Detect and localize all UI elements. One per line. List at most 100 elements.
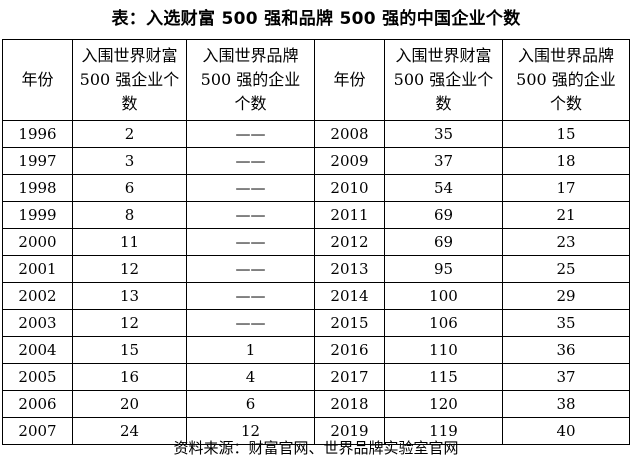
header-fortune-left: 入围世界财富 500 强企业个数	[72, 39, 187, 121]
table-body: 1996 2 —— 2008 35 15 1997 3 —— 2009 37 18 1998 6 —— 201…	[2, 120, 630, 445]
cell-year: 2001	[2, 255, 73, 283]
cell-year: 2004	[2, 336, 73, 364]
cell-brand-count: 35	[502, 309, 630, 337]
cell-brand-count: 29	[502, 282, 630, 310]
table-row: 2003 12 —— 2015 106 35	[2, 309, 630, 337]
header-row: 年份 入围世界财富 500 强企业个数 入围世界品牌 500 强的企业个数 年份…	[2, 39, 630, 121]
cell-year: 2007	[2, 417, 73, 445]
cell-brand-count: 6	[186, 390, 315, 418]
cell-fortune-count: 2	[72, 120, 187, 148]
table-row: 2001 12 —— 2013 95 25	[2, 255, 630, 283]
cell-fortune-count: 13	[72, 282, 187, 310]
source-note: 资料来源：财富官网、世界品牌实验室官网	[173, 439, 459, 457]
cell-fortune-count: 15	[72, 336, 187, 364]
cell-year: 1998	[2, 174, 73, 202]
cell-year: 2009	[314, 147, 385, 175]
cell-brand-count: 18	[502, 147, 630, 175]
cell-fortune-count: 110	[384, 336, 503, 364]
cell-brand-count: 40	[502, 417, 630, 445]
header-fortune-right: 入围世界财富 500 强企业个数	[384, 39, 503, 121]
header-year-right: 年份	[314, 39, 385, 121]
table-row: 1996 2 —— 2008 35 15	[2, 120, 630, 148]
table-row: 2004 15 1 2016 110 36	[2, 336, 630, 364]
cell-year: 2003	[2, 309, 73, 337]
table-header: 年份 入围世界财富 500 强企业个数 入围世界品牌 500 强的企业个数 年份…	[2, 39, 630, 121]
cell-fortune-count: 100	[384, 282, 503, 310]
cell-brand-count: ——	[186, 174, 315, 202]
cell-fortune-count: 11	[72, 228, 187, 256]
cell-year: 1997	[2, 147, 73, 175]
cell-fortune-count: 16	[72, 363, 187, 391]
cell-fortune-count: 69	[384, 201, 503, 229]
cell-fortune-count: 120	[384, 390, 503, 418]
table-row: 2000 11 —— 2012 69 23	[2, 228, 630, 256]
cell-brand-count: 15	[502, 120, 630, 148]
header-label: 入围世界财富 500 强企业个数	[393, 46, 494, 113]
cell-brand-count: ——	[186, 120, 315, 148]
cell-year: 2005	[2, 363, 73, 391]
header-label: 入围世界财富 500 强企业个数	[79, 46, 180, 113]
header-year-left: 年份	[2, 39, 73, 121]
cell-brand-count: 37	[502, 363, 630, 391]
cell-year: 2011	[314, 201, 385, 229]
table-row: 1997 3 —— 2009 37 18	[2, 147, 630, 175]
table-row: 1998 6 —— 2010 54 17	[2, 174, 630, 202]
cell-year: 2000	[2, 228, 73, 256]
cell-fortune-count: 12	[72, 255, 187, 283]
table-title: 表：入选财富 500 强和品牌 500 强的中国企业个数	[111, 9, 521, 29]
cell-year: 2013	[314, 255, 385, 283]
cell-brand-count: ——	[186, 147, 315, 175]
cell-brand-count: ——	[186, 309, 315, 337]
cell-fortune-count: 24	[72, 417, 187, 445]
cell-brand-count: 4	[186, 363, 315, 391]
table-row: 2006 20 6 2018 120 38	[2, 390, 630, 418]
cell-year: 1996	[2, 120, 73, 148]
table-row: 1999 8 —— 2011 69 21	[2, 201, 630, 229]
cell-brand-count: 38	[502, 390, 630, 418]
cell-fortune-count: 54	[384, 174, 503, 202]
header-label: 年份	[333, 70, 366, 89]
cell-year: 2015	[314, 309, 385, 337]
cell-year: 2006	[2, 390, 73, 418]
cell-year: 2014	[314, 282, 385, 310]
cell-fortune-count: 106	[384, 309, 503, 337]
cell-fortune-count: 69	[384, 228, 503, 256]
cell-fortune-count: 115	[384, 363, 503, 391]
cell-fortune-count: 20	[72, 390, 187, 418]
header-label: 年份	[21, 70, 54, 89]
cell-brand-count: ——	[186, 255, 315, 283]
cell-brand-count: 17	[502, 174, 630, 202]
cell-brand-count: ——	[186, 228, 315, 256]
cell-fortune-count: 12	[72, 309, 187, 337]
data-table: 年份 入围世界财富 500 强企业个数 入围世界品牌 500 强的企业个数 年份…	[2, 39, 630, 445]
cell-brand-count: ——	[186, 201, 315, 229]
table-row: 2005 16 4 2017 115 37	[2, 363, 630, 391]
cell-year: 2012	[314, 228, 385, 256]
cell-fortune-count: 6	[72, 174, 187, 202]
cell-brand-count: ——	[186, 282, 315, 310]
cell-fortune-count: 8	[72, 201, 187, 229]
cell-brand-count: 36	[502, 336, 630, 364]
cell-year: 2017	[314, 363, 385, 391]
cell-year: 2016	[314, 336, 385, 364]
cell-year: 2008	[314, 120, 385, 148]
table-row: 2002 13 —— 2014 100 29	[2, 282, 630, 310]
cell-fortune-count: 3	[72, 147, 187, 175]
cell-brand-count: 25	[502, 255, 630, 283]
cell-year: 2010	[314, 174, 385, 202]
header-label: 入围世界品牌 500 强的企业个数	[516, 46, 616, 113]
header-brand-left: 入围世界品牌 500 强的企业个数	[186, 39, 315, 121]
cell-brand-count: 23	[502, 228, 630, 256]
cell-year: 2018	[314, 390, 385, 418]
cell-brand-count: 21	[502, 201, 630, 229]
header-label: 入围世界品牌 500 强的企业个数	[200, 46, 301, 113]
cell-fortune-count: 95	[384, 255, 503, 283]
table-row: 2007 24 12 2019 119 40	[2, 417, 630, 445]
header-brand-right: 入围世界品牌 500 强的企业个数	[502, 39, 630, 121]
cell-fortune-count: 35	[384, 120, 503, 148]
cell-year: 1999	[2, 201, 73, 229]
cell-fortune-count: 37	[384, 147, 503, 175]
cell-brand-count: 1	[186, 336, 315, 364]
cell-year: 2002	[2, 282, 73, 310]
cell-year: 2019	[314, 417, 385, 445]
